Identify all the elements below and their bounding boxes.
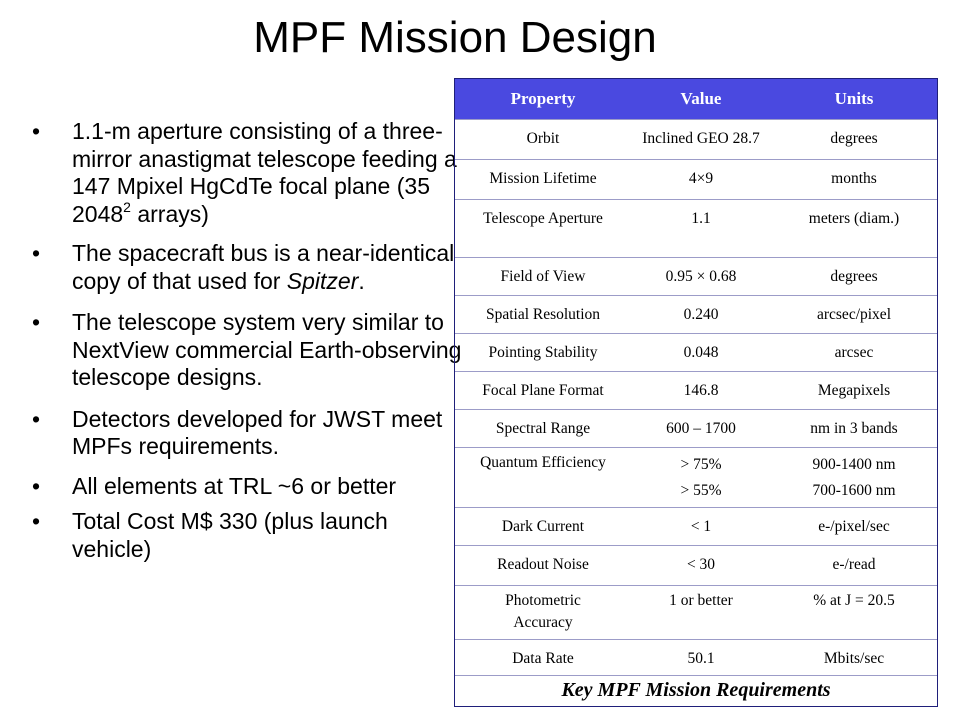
cell-value: 0.240	[683, 306, 719, 323]
cell-units: nm in 3 bands	[810, 420, 898, 437]
cell-units: months	[831, 170, 877, 187]
bullet-item: • The telescope system very similar to N…	[32, 309, 462, 392]
bullet-dot-icon: •	[32, 472, 41, 499]
header-units: Units	[834, 89, 874, 108]
cell-property: Photometric Accuracy	[505, 592, 581, 631]
table-row: Data Rate 50.1 Mbits/sec	[455, 639, 937, 675]
cell-units: Mbits/sec	[823, 650, 885, 667]
cell-units: 900-1400 nm 700-1600 nm	[812, 456, 896, 499]
bullet-italic: Spitzer	[286, 267, 359, 294]
cell-property: Mission Lifetime	[489, 170, 597, 187]
table-row: Photometric Accuracy 1 or better % at J …	[455, 585, 937, 639]
superscript: 2	[123, 198, 131, 215]
bullet-item: • All elements at TRL ~6 or better	[32, 473, 462, 501]
bullet-text: All elements at TRL ~6 or better	[72, 472, 397, 499]
cell-value: 0.95 × 0.68	[665, 268, 737, 285]
table-row: Orbit Inclined GEO 28.7 degrees	[455, 119, 937, 159]
bullet-text: The spacecraft bus is a near-identical c…	[72, 240, 455, 294]
cell-units: Megapixels	[817, 382, 891, 399]
cell-units: e-/read	[832, 556, 876, 573]
table-row: Spectral Range 600 – 1700 nm in 3 bands	[455, 409, 937, 447]
cell-property: Orbit	[526, 130, 560, 147]
bullet-item: • Total Cost M$ 330 (plus launch vehicle…	[32, 508, 462, 563]
bullet-text: Detectors developed for JWST meet MPFs r…	[72, 405, 443, 460]
cell-units: % at J = 20.5	[813, 592, 895, 609]
table-caption: Key MPF Mission Requirements	[455, 675, 937, 706]
cell-value: 600 – 1700	[666, 420, 736, 437]
cell-property: Field of View	[500, 268, 586, 285]
table-row: Mission Lifetime 4×9 months	[455, 159, 937, 199]
cell-value: < 30	[686, 556, 716, 573]
cell-value: 1 or better	[669, 592, 733, 609]
bullet-dot-icon: •	[32, 118, 41, 144]
cell-units: e-/pixel/sec	[818, 518, 890, 535]
bullet-list: • 1.1-m aperture consisting of a three-m…	[32, 118, 462, 575]
cell-property: Spectral Range	[495, 420, 591, 437]
bullet-text-tail: arrays)	[130, 200, 209, 227]
cell-value: 4×9	[688, 170, 714, 187]
table-row: Focal Plane Format 146.8 Megapixels	[455, 371, 937, 409]
bullet-item: • The spacecraft bus is a near-identical…	[32, 240, 462, 295]
bullet-dot-icon: •	[32, 405, 41, 432]
table-row: Spatial Resolution 0.240 arcsec/pixel	[455, 295, 937, 333]
table-row: Quantum Efficiency > 75% > 55% 900-1400 …	[455, 447, 937, 507]
table-row: Telescope Aperture 1.1 meters (diam.)	[455, 199, 937, 257]
bullet-text: Total Cost M$ 330 (plus launch vehicle)	[72, 508, 388, 562]
cell-units: meters (diam.)	[808, 210, 900, 227]
cell-property: Telescope Aperture	[483, 210, 603, 227]
cell-value: Inclined GEO 28.7	[642, 130, 760, 147]
cell-value: 146.8	[683, 382, 719, 399]
bullet-text-tail: .	[358, 267, 365, 294]
bullet-text: The telescope system very similar to Nex…	[72, 309, 462, 390]
cell-property: Data Rate	[512, 650, 574, 667]
cell-value: 0.048	[683, 344, 719, 361]
bullet-dot-icon: •	[32, 309, 41, 335]
cell-value: < 1	[690, 518, 712, 535]
bullet-item: • 1.1-m aperture consisting of a three-m…	[32, 118, 462, 228]
slide-title: MPF Mission Design	[253, 13, 657, 62]
table-row: Dark Current < 1 e-/pixel/sec	[455, 507, 937, 545]
cell-units: degrees	[830, 130, 878, 147]
cell-property: Quantum Efficiency	[480, 454, 606, 471]
cell-value: 1.1	[691, 210, 711, 227]
table-row: Pointing Stability 0.048 arcsec	[455, 333, 937, 371]
cell-value: > 75% > 55%	[680, 456, 722, 499]
cell-units: arcsec/pixel	[816, 306, 891, 323]
bullet-text: 1.1-m aperture consisting of a three-mir…	[72, 118, 457, 227]
header-property: Property	[510, 89, 576, 108]
bullet-dot-icon: •	[32, 508, 41, 534]
cell-property: Pointing Stability	[488, 344, 598, 361]
bullet-item: • Detectors developed for JWST meet MPFs…	[32, 406, 462, 461]
cell-property: Readout Noise	[497, 556, 589, 573]
cell-property: Spatial Resolution	[485, 306, 601, 323]
table-row: Readout Noise < 30 e-/read	[455, 545, 937, 585]
cell-property: Focal Plane Format	[482, 382, 604, 399]
cell-units: degrees	[830, 268, 878, 285]
cell-property: Dark Current	[501, 518, 585, 535]
cell-units: arcsec	[834, 344, 874, 361]
cell-value: 50.1	[687, 650, 715, 667]
requirements-table: Property Value Units Orbit Inclined GEO …	[454, 78, 938, 707]
table-row: Field of View 0.95 × 0.68 degrees	[455, 257, 937, 295]
table-header: Property Value Units	[455, 79, 937, 119]
header-value: Value	[680, 89, 722, 108]
bullet-dot-icon: •	[32, 240, 41, 266]
